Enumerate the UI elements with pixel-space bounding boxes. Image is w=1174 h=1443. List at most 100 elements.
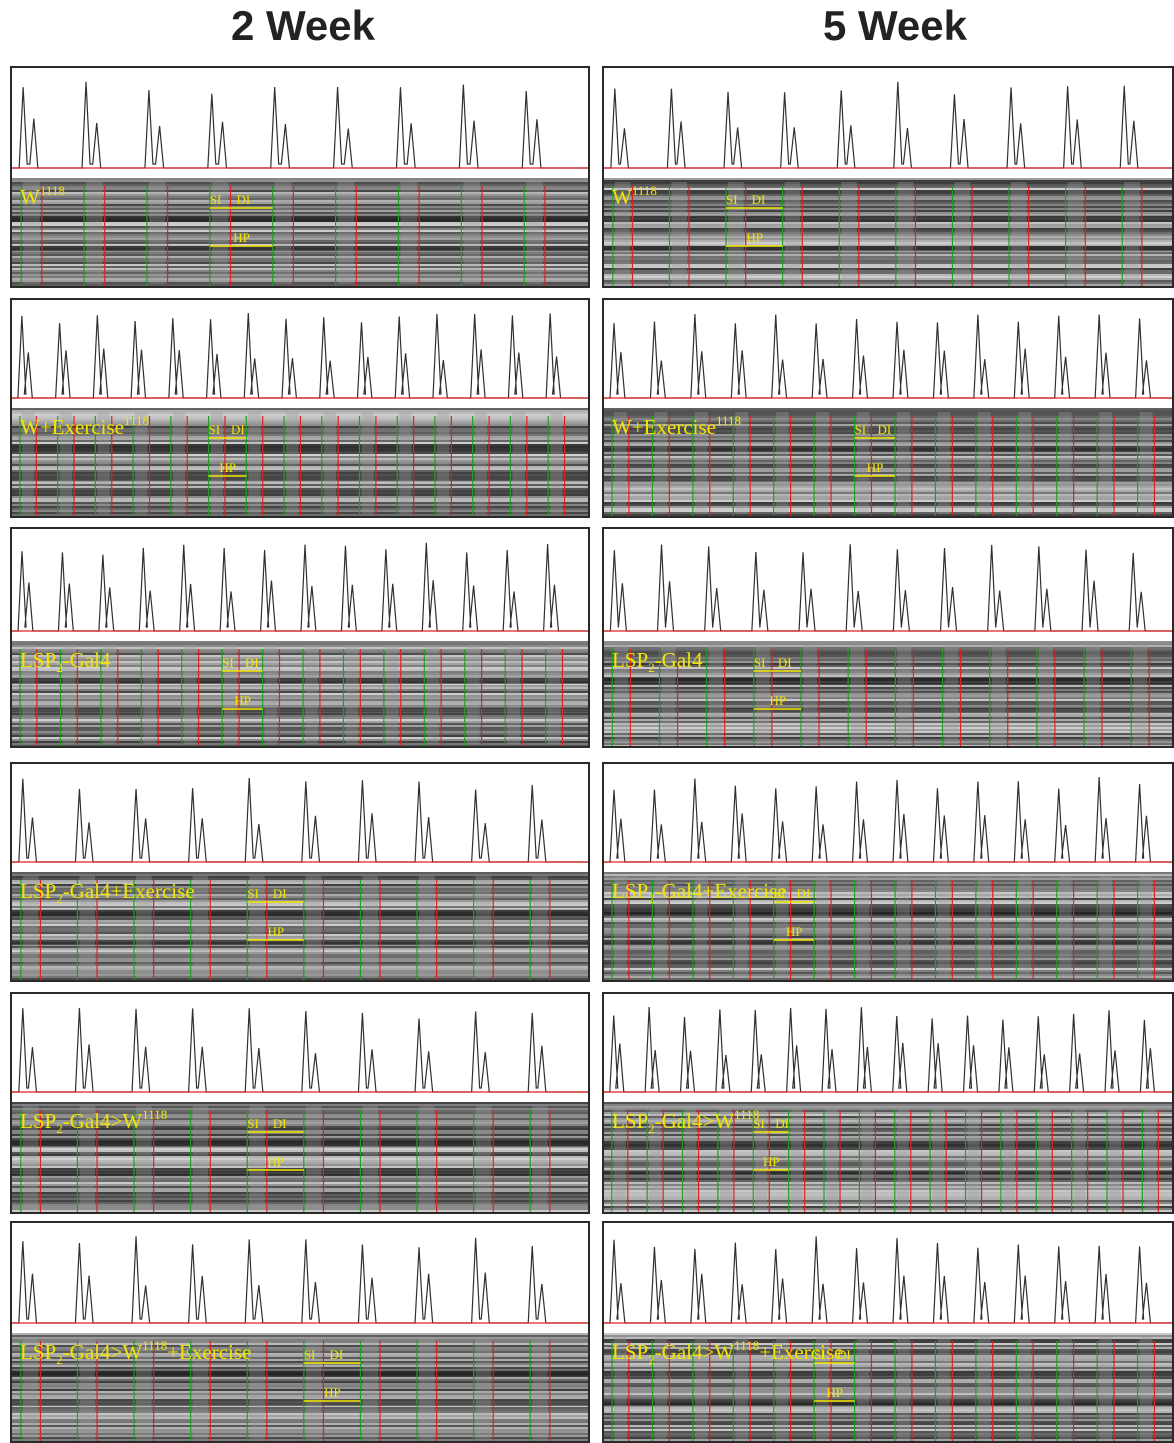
label-sup: 1118 <box>142 1107 167 1122</box>
contraction-region <box>826 1106 839 1210</box>
m-mode-kymograph <box>604 641 1172 746</box>
label-main: W <box>612 415 632 439</box>
interval-annotation: SI DI HP <box>773 886 815 941</box>
interval-annotation: SI DI HP <box>753 1116 789 1171</box>
contraction-region <box>1133 645 1148 744</box>
hp-label: HP <box>746 230 763 245</box>
heart-panel-col1-row4: LSP2-Gal4+Exercise SI DI HP <box>10 762 590 982</box>
heart-panel-graphic: W+Exercise1118 SI DI HP <box>12 313 588 516</box>
contraction-region <box>1002 1106 1015 1210</box>
contraction-region <box>22 1106 39 1210</box>
contraction-region <box>654 1337 668 1439</box>
contraction-region <box>249 1337 265 1439</box>
label-sub: 2 <box>648 1352 655 1367</box>
contraction-region <box>79 1337 96 1439</box>
interval-annotation: SI DI HP <box>247 886 304 941</box>
trace-line <box>604 1006 1172 1093</box>
hp-label: HP <box>786 924 803 939</box>
contraction-region <box>897 1337 910 1439</box>
contraction-region <box>803 645 818 744</box>
label-sup: 1118 <box>40 183 65 198</box>
m-mode-kymograph <box>12 1333 588 1441</box>
label-sup: 1118 <box>142 1338 167 1353</box>
panel-label: LSP2-Gal4>W1118+Exercise <box>20 1338 251 1367</box>
contraction-region <box>507 645 521 744</box>
si-label: SI <box>222 655 234 670</box>
di-label: DI <box>778 655 792 670</box>
contraction-region <box>954 182 971 284</box>
contraction-region <box>1018 876 1032 978</box>
contraction-region <box>136 1337 152 1439</box>
interval-annotation: SI DI HP <box>247 1116 304 1171</box>
label-suffix: -Gal4 <box>63 648 111 672</box>
label-main: LSP <box>612 1340 648 1364</box>
si-label: SI <box>753 1116 765 1131</box>
label-suffix2: +Exercise <box>167 1340 251 1364</box>
label-main: W <box>20 185 40 209</box>
label-main: LSP <box>612 648 648 672</box>
contraction-region <box>136 1106 152 1210</box>
di-label: DI <box>237 192 251 207</box>
contraction-region <box>937 876 951 978</box>
contraction-region <box>856 876 870 978</box>
m-mode-kymograph <box>604 178 1172 286</box>
m-mode-kymograph <box>12 641 588 746</box>
hp-label: HP <box>763 1154 780 1169</box>
contraction-region <box>148 182 166 284</box>
interval-annotation: SI DI HP <box>208 422 247 477</box>
label-sub: 2 <box>56 891 63 906</box>
label-sup: 1118 <box>734 1338 759 1353</box>
label-suffix: -Gal4 <box>655 648 703 672</box>
panel-label: LSP2-Gal4 <box>612 648 703 675</box>
m-mode-kymograph <box>12 178 588 286</box>
contraction-region <box>694 412 708 514</box>
contraction-region <box>614 182 631 284</box>
contraction-region <box>1058 412 1072 514</box>
contraction-region <box>97 412 110 514</box>
interval-annotation: SI DI HP <box>855 422 896 477</box>
panel-label: LSP2-Gal4>W1118 <box>612 1107 759 1136</box>
si-label: SI <box>726 192 738 207</box>
label-sup: 1118 <box>716 413 741 428</box>
contraction-region <box>661 645 676 744</box>
contraction-region <box>755 645 770 744</box>
contraction-region <box>426 645 440 744</box>
trace-line <box>12 778 588 863</box>
contraction-region <box>475 1337 492 1439</box>
label-suffix2: +Exercise <box>759 1340 843 1364</box>
contraction-region <box>466 645 480 744</box>
trace-line <box>12 313 588 399</box>
interval-annotation: SI DI HP <box>222 655 263 710</box>
contraction-region <box>1058 1337 1072 1439</box>
label-main: LSP <box>20 879 56 903</box>
label-sub: 2 <box>56 1352 63 1367</box>
contraction-region <box>816 876 830 978</box>
interval-annotation: SI DI HP <box>753 655 802 710</box>
contraction-region <box>512 412 525 514</box>
label-suffix: +Exercise <box>632 415 716 439</box>
trace-line <box>604 777 1172 863</box>
label-suffix: +Exercise <box>40 415 124 439</box>
si-label: SI <box>209 422 221 437</box>
si-label: SI <box>774 886 786 901</box>
contraction-region <box>932 1106 945 1210</box>
hp-label: HP <box>324 1385 341 1400</box>
contraction-region <box>1011 182 1027 284</box>
contraction-region <box>337 182 355 284</box>
contraction-region <box>22 876 39 978</box>
contraction-region <box>62 645 76 744</box>
hp-label: HP <box>268 924 285 939</box>
hp-label: HP <box>219 460 236 475</box>
contraction-region <box>896 1106 909 1210</box>
contraction-region <box>614 1337 627 1439</box>
heart-panel-col1-row6: LSP2-Gal4>W1118+Exercise SI DI HP <box>10 1221 590 1443</box>
column-title-2-week: 2 Week <box>231 2 375 49</box>
di-label: DI <box>752 192 766 207</box>
contraction-region <box>977 412 991 514</box>
trace-line <box>604 81 1172 169</box>
label-main: W <box>20 415 40 439</box>
contraction-region <box>385 645 399 744</box>
contraction-region <box>419 1106 435 1210</box>
